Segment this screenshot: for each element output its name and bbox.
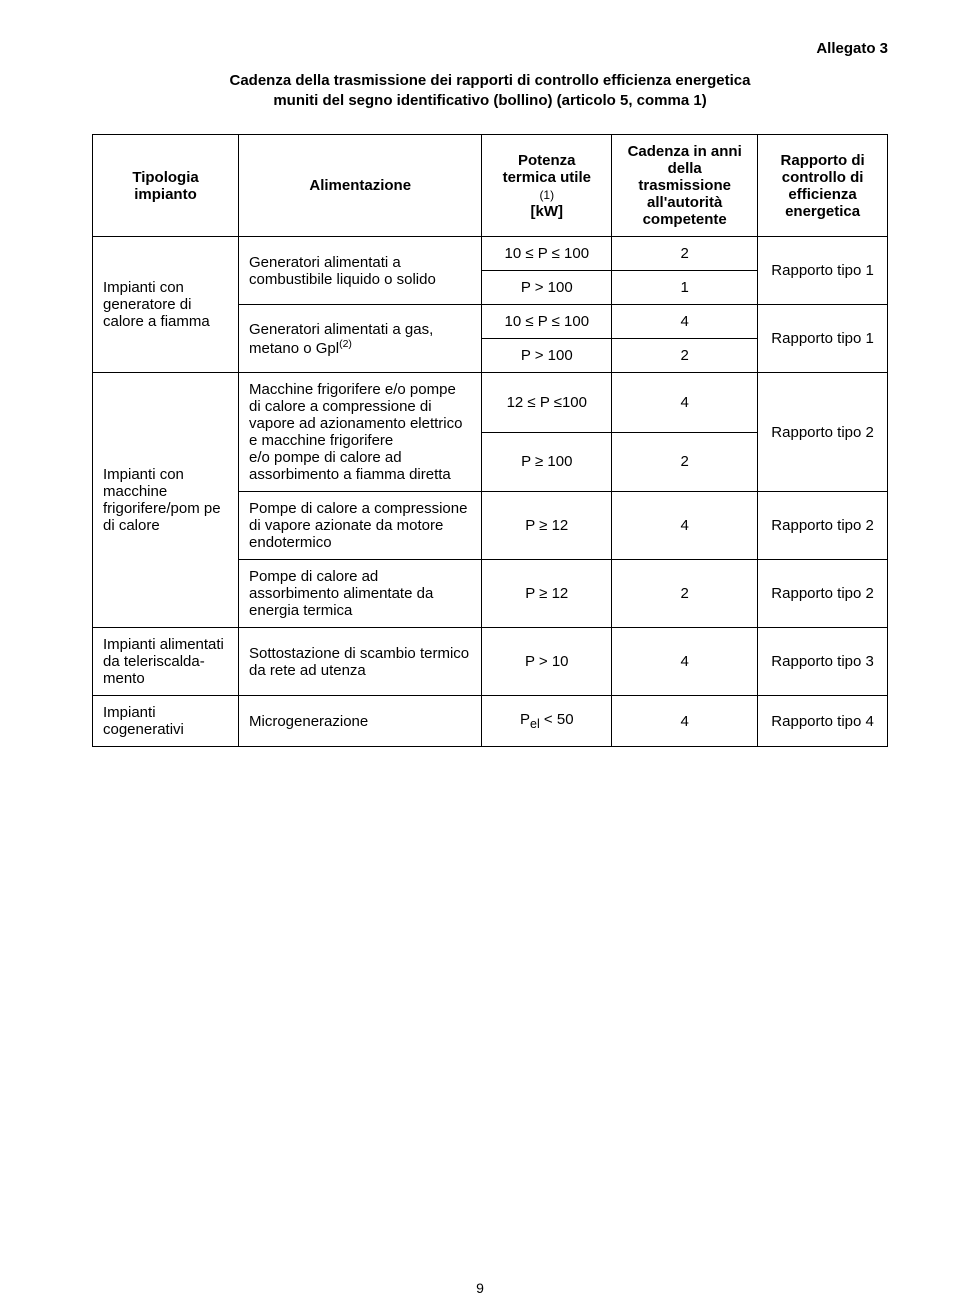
allegato-label: Allegato 3	[92, 40, 888, 57]
rapporto-cell: Rapporto tipo 4	[758, 696, 888, 747]
cadenza-cell: 1	[612, 271, 758, 305]
potenza-cell: 10 ≤ P ≤ 100	[482, 305, 612, 339]
alimentazione-cell: Generatori alimentati a gas, metano o Gp…	[239, 305, 482, 373]
tipologia-cell: Impianti alimentati da teleriscalda- men…	[93, 628, 239, 696]
alimentazione-cell: Microgenerazione	[239, 696, 482, 747]
alimentazione-cell: Pompe di calore a compressione di vapore…	[239, 492, 482, 560]
rapporto-cell: Rapporto tipo 1	[758, 305, 888, 373]
cadenza-cell: 4	[612, 696, 758, 747]
alimentazione-cell: Macchine frigorifere e/o pompe di calore…	[239, 373, 482, 492]
potenza-cell: Pel < 50	[482, 696, 612, 747]
col-cadenza: Cadenza in anni della trasmissione all'a…	[612, 135, 758, 237]
table-row: Impianti con generatore di calore a fiam…	[93, 237, 888, 271]
table-body: Impianti con generatore di calore a fiam…	[93, 237, 888, 747]
cadenza-cell: 4	[612, 492, 758, 560]
table-header-row: Tipologia impianto Alimentazione Potenza…	[93, 135, 888, 237]
alimentazione-cell: Sottostazione di scambio termico da rete…	[239, 628, 482, 696]
table-row: Impianti con macchine frigorifere/pom pe…	[93, 373, 888, 433]
tipologia-cell: Impianti cogenerativi	[93, 696, 239, 747]
cadenza-cell: 2	[612, 339, 758, 373]
potenza-cell: P > 10	[482, 628, 612, 696]
col-potenza: Potenza termica utile (1) [kW]	[482, 135, 612, 237]
potenza-cell: P > 100	[482, 271, 612, 305]
table-row: Impianti cogenerativi Microgenerazione P…	[93, 696, 888, 747]
potenza-cell: P ≥ 12	[482, 492, 612, 560]
rapporto-cell: Rapporto tipo 1	[758, 237, 888, 305]
col-alimentazione: Alimentazione	[239, 135, 482, 237]
rapporto-cell: Rapporto tipo 3	[758, 628, 888, 696]
cadenza-cell: 4	[612, 305, 758, 339]
table-row: Impianti alimentati da teleriscalda- men…	[93, 628, 888, 696]
cadenza-cell: 4	[612, 373, 758, 433]
alimentazione-sup: (2)	[339, 338, 352, 350]
cadenza-cell: 2	[612, 237, 758, 271]
col-potenza-note: (1)	[539, 188, 554, 202]
potenza-cell: P ≥ 12	[482, 560, 612, 628]
title-line1: Cadenza della trasmissione dei rapporti …	[230, 72, 751, 89]
cadenza-cell: 4	[612, 628, 758, 696]
page-number: 9	[0, 1280, 960, 1296]
title-line2: muniti del segno identificativo (bollino…	[273, 92, 706, 109]
potenza-cell: P ≥ 100	[482, 432, 612, 492]
rapporto-cell: Rapporto tipo 2	[758, 492, 888, 560]
tipologia-cell: Impianti con macchine frigorifere/pom pe…	[93, 373, 239, 628]
alimentazione-cell: Generatori alimentati a combustibile liq…	[239, 237, 482, 305]
potenza-cell: 10 ≤ P ≤ 100	[482, 237, 612, 271]
page: Allegato 3 Cadenza della trasmissione de…	[0, 0, 960, 1316]
rapporto-cell: Rapporto tipo 2	[758, 373, 888, 492]
potenza-cell: 12 ≤ P ≤100	[482, 373, 612, 433]
col-potenza-text: Potenza termica utile	[503, 152, 591, 186]
col-rapporto: Rapporto di controllo di efficienza ener…	[758, 135, 888, 237]
tipologia-cell: Impianti con generatore di calore a fiam…	[93, 237, 239, 373]
cadenza-cell: 2	[612, 432, 758, 492]
alimentazione-cell: Pompe di calore ad assorbimento alimenta…	[239, 560, 482, 628]
cadenza-cell: 2	[612, 560, 758, 628]
col-tipologia: Tipologia impianto	[93, 135, 239, 237]
document-title: Cadenza della trasmissione dei rapporti …	[130, 71, 850, 110]
main-table: Tipologia impianto Alimentazione Potenza…	[92, 134, 888, 747]
col-potenza-unit: [kW]	[531, 203, 564, 220]
rapporto-cell: Rapporto tipo 2	[758, 560, 888, 628]
potenza-cell: P > 100	[482, 339, 612, 373]
